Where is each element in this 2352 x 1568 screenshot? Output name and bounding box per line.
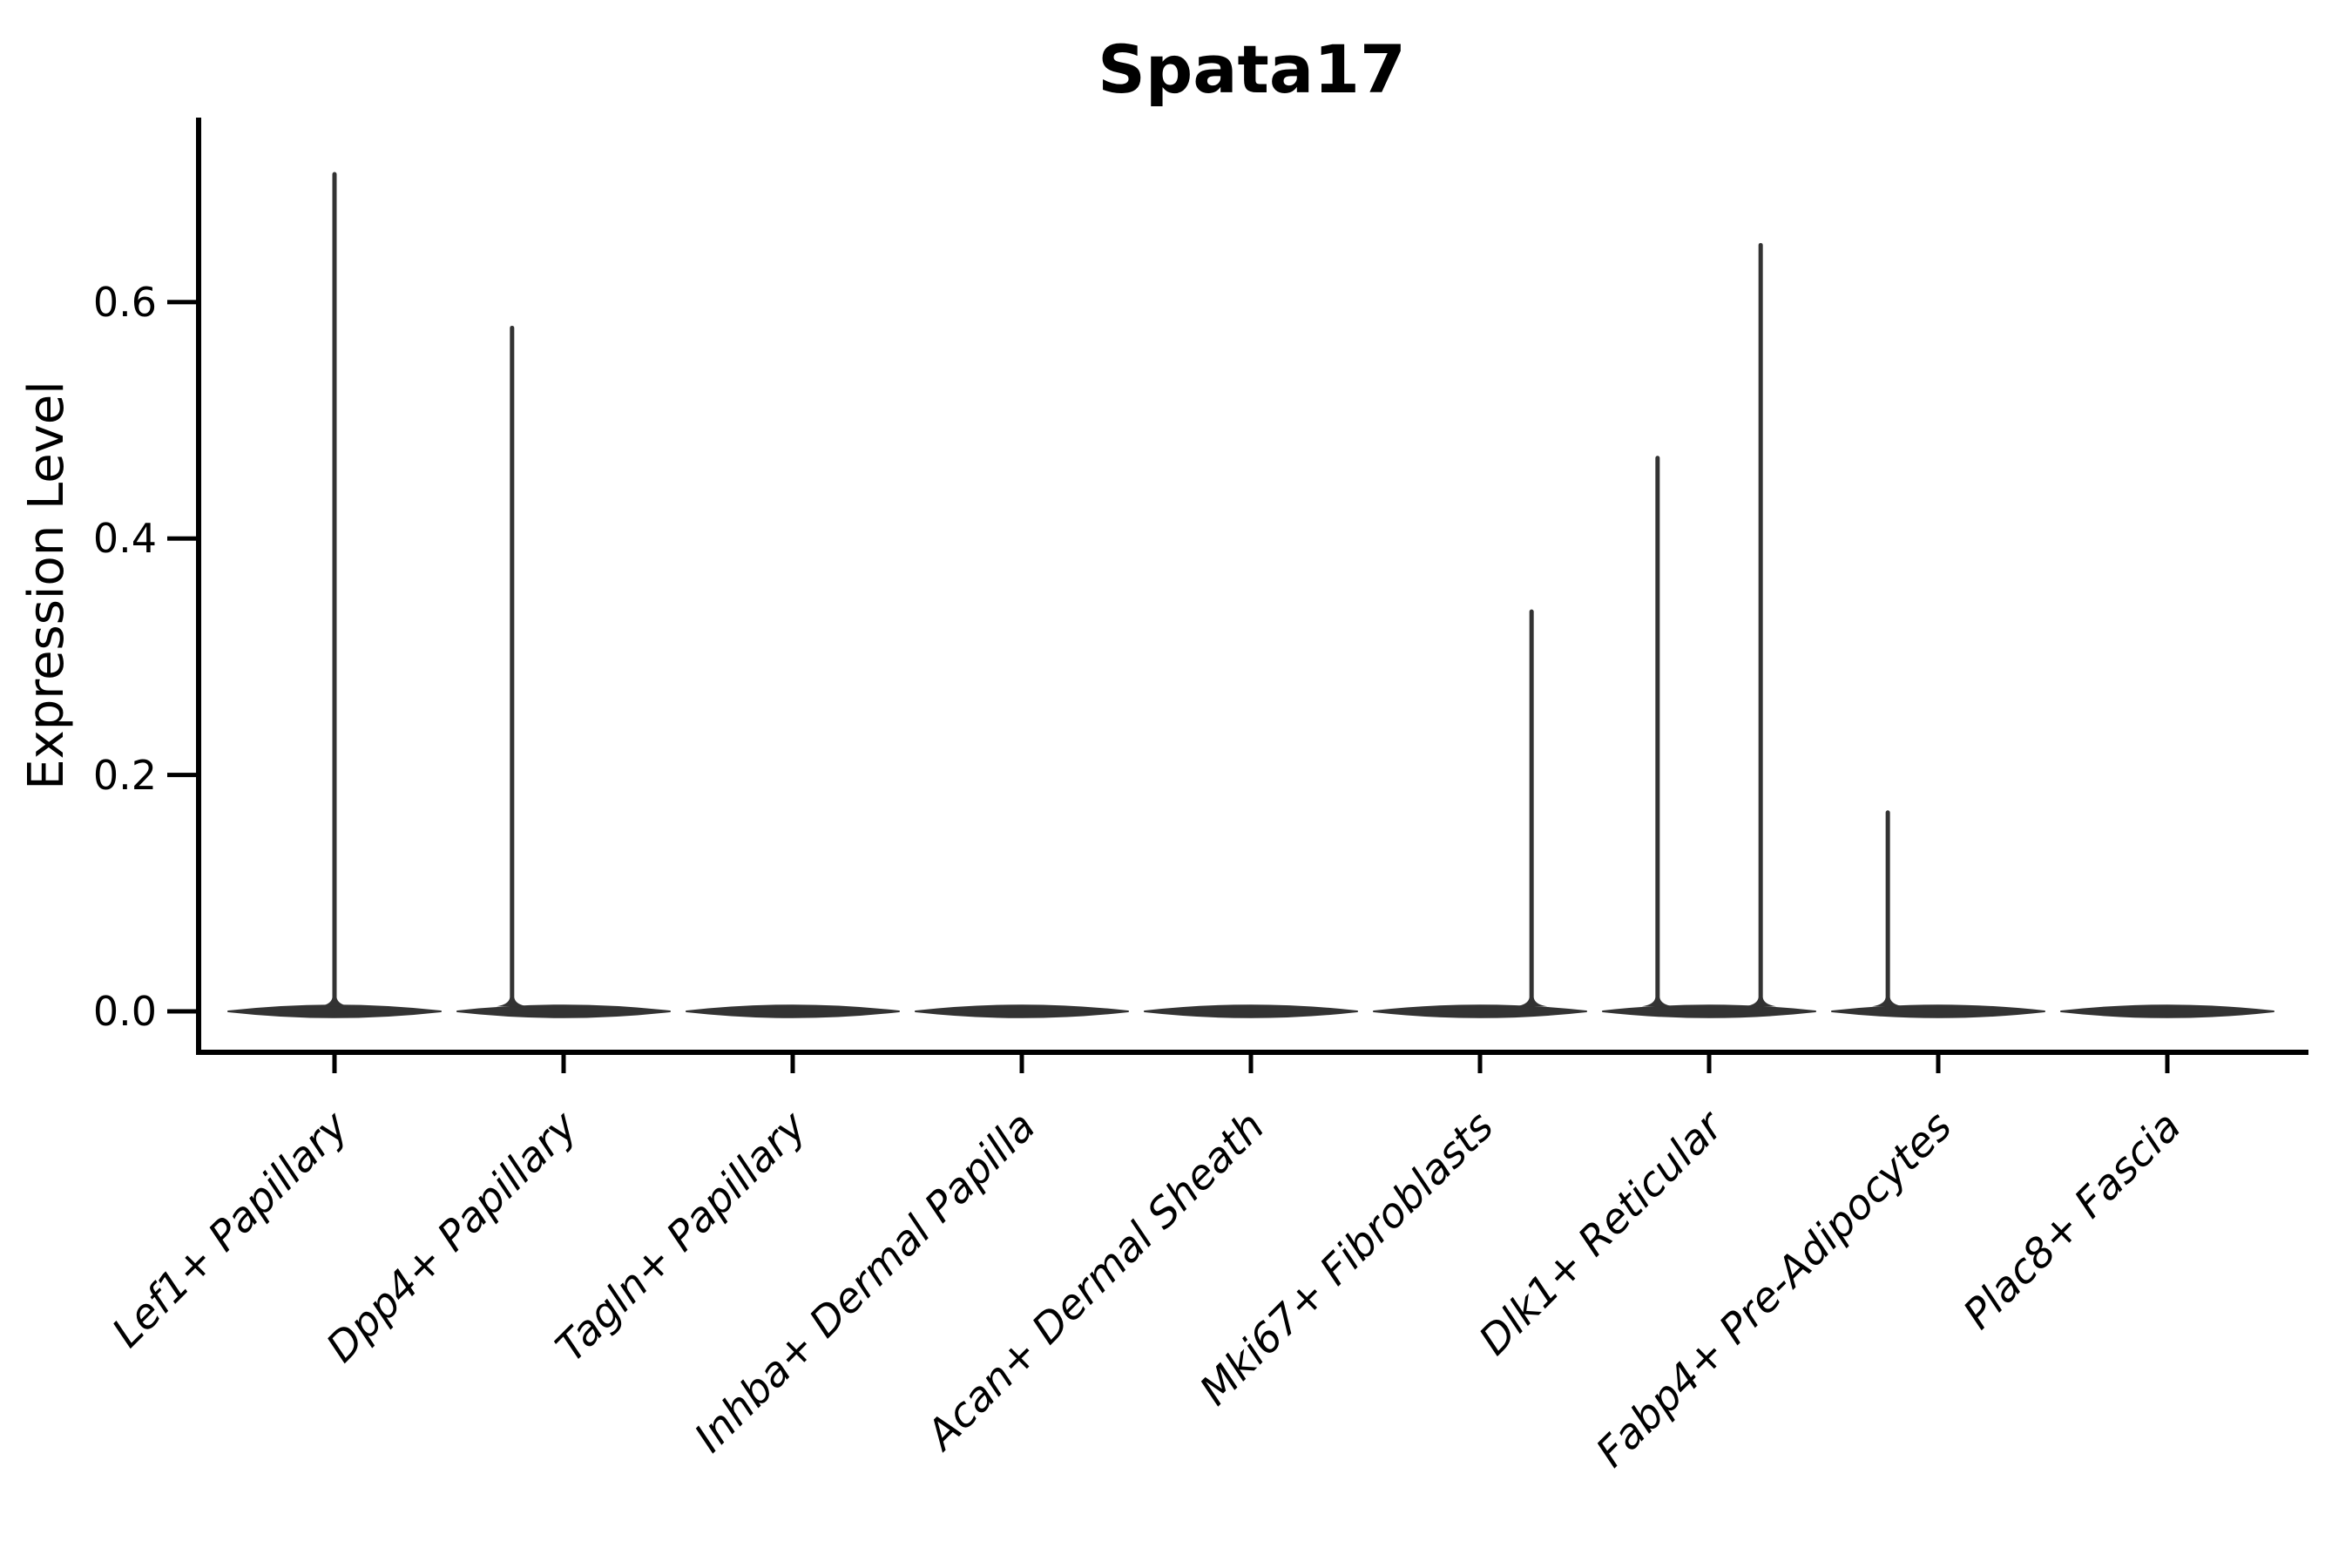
violin-body-6 xyxy=(1373,1004,1587,1018)
x-tick-label-dpp4-papillary: Dpp4+ Papillary xyxy=(317,1102,587,1372)
violin-body-5 xyxy=(1144,1004,1358,1018)
x-tick-mark-6 xyxy=(1707,1055,1712,1073)
x-tick-mark-8 xyxy=(2165,1055,2170,1073)
x-tick-mark-5 xyxy=(1477,1055,1483,1073)
violin-body-2 xyxy=(456,1004,671,1018)
y-tick-label-0.4: 0.4 xyxy=(93,515,157,562)
plot-title: Spata17 xyxy=(1098,30,1406,108)
x-tick-label-plac8-fascia: Plac8+ Fascia xyxy=(1954,1103,2190,1339)
y-tick-mark-0 xyxy=(167,1009,196,1014)
y-axis-spine xyxy=(196,118,201,1055)
violin-body-8 xyxy=(1831,1004,2045,1018)
x-tick-label-lef1-papillary: Lef1+ Papillary xyxy=(103,1102,358,1357)
x-tick-label-dlk1-reticular: Dlk1+ Reticular xyxy=(1470,1101,1734,1365)
x-tick-mark-3 xyxy=(1019,1055,1024,1073)
y-tick-label-0.6: 0.6 xyxy=(93,279,157,326)
y-axis-label: Expression Level xyxy=(18,381,75,790)
x-tick-mark-4 xyxy=(1248,1055,1254,1073)
x-tick-mark-7 xyxy=(1936,1055,1941,1073)
x-tick-mark-2 xyxy=(790,1055,795,1073)
violin-layer xyxy=(227,172,2274,1018)
y-tick-mark-3 xyxy=(167,300,196,305)
violin-spike-base-2-1 xyxy=(496,997,528,1007)
x-tick-mark-1 xyxy=(561,1055,566,1073)
axis-layer xyxy=(167,118,2308,1073)
violin-spike-base-1-1 xyxy=(319,997,350,1007)
y-tick-mark-2 xyxy=(167,536,196,541)
x-axis-spine xyxy=(196,1050,2308,1055)
violin-body-9 xyxy=(2060,1004,2274,1018)
violin-body-3 xyxy=(686,1004,900,1018)
x-tick-mark-0 xyxy=(332,1055,337,1073)
violin-spike-base-8-1 xyxy=(1872,997,1904,1007)
violin-spike-base-6-1 xyxy=(1516,997,1548,1007)
x-tick-label-tagln-papillary: Tagln+ Papillary xyxy=(547,1102,817,1372)
violin-body-4 xyxy=(915,1004,1129,1018)
violin-spike-base-7-1 xyxy=(1641,997,1673,1007)
y-tick-mark-1 xyxy=(167,773,196,778)
y-tick-label-0.0: 0.0 xyxy=(93,988,157,1035)
violin-spike-base-7-2 xyxy=(1745,997,1777,1007)
violin-body-7 xyxy=(1602,1004,1816,1018)
y-tick-label-0.2: 0.2 xyxy=(93,752,157,799)
